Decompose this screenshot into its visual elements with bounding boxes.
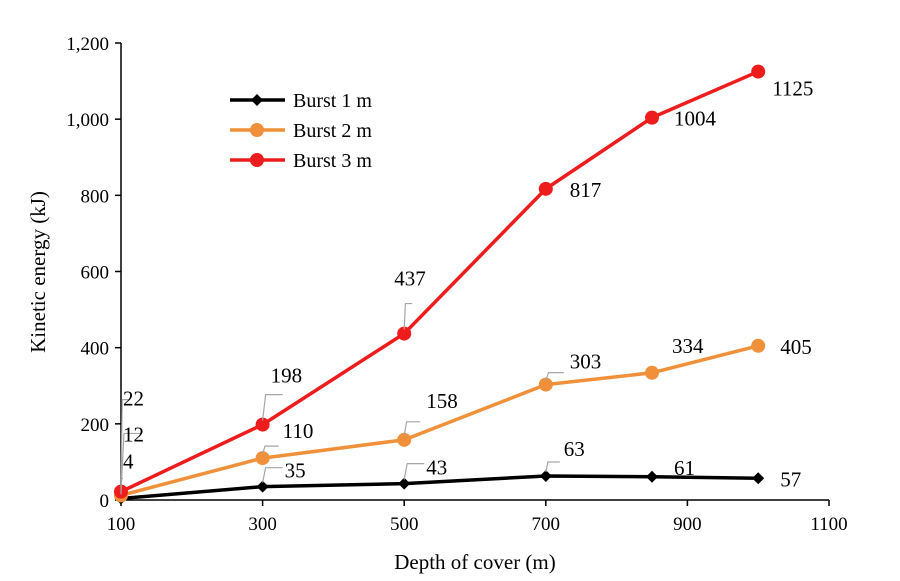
data-point xyxy=(538,377,553,392)
x-tick-label: 700 xyxy=(532,514,561,535)
legend-item-burst-1-m: Burst 1 m xyxy=(230,90,372,112)
data-label: 437 xyxy=(394,267,426,291)
x-tick-label: 300 xyxy=(248,514,277,535)
legend-label: Burst 2 m xyxy=(293,120,372,142)
data-label: 198 xyxy=(271,364,303,388)
x-tick-label: 100 xyxy=(107,514,136,535)
data-point xyxy=(398,477,411,490)
data-point xyxy=(645,110,659,125)
data-point xyxy=(397,326,412,341)
data-label: 35 xyxy=(285,459,306,483)
data-label: 334 xyxy=(672,334,704,358)
data-label: 303 xyxy=(570,350,602,374)
y-tick-label: 1,000 xyxy=(66,110,109,131)
y-tick-label: 600 xyxy=(81,263,110,284)
data-label: 63 xyxy=(564,437,585,461)
data-label: 4 xyxy=(123,449,134,473)
y-tick-label: 400 xyxy=(81,339,110,360)
label-leader-line xyxy=(403,463,425,480)
data-point xyxy=(539,470,552,483)
y-tick-label: 0 xyxy=(100,491,110,512)
data-label: 405 xyxy=(780,335,812,359)
legend-marker xyxy=(250,153,264,167)
data-point xyxy=(538,181,553,196)
y-tick-label: 800 xyxy=(81,186,110,207)
legend-label: Burst 1 m xyxy=(293,90,372,112)
label-leader-line xyxy=(120,432,141,492)
data-point xyxy=(645,365,659,380)
legend-marker xyxy=(251,94,263,106)
series-line xyxy=(120,474,759,501)
x-tick-label: 500 xyxy=(390,514,419,535)
data-label: 110 xyxy=(283,419,314,443)
data-label: 12 xyxy=(123,422,144,446)
label-leader-line xyxy=(403,302,413,330)
data-point xyxy=(751,64,766,79)
data-label: 817 xyxy=(570,178,602,202)
label-leader-line xyxy=(545,372,564,381)
data-point xyxy=(255,451,270,466)
series-burst-3-m xyxy=(114,64,766,499)
series-burst-2-m xyxy=(114,338,766,503)
y-tick-label: 200 xyxy=(81,415,110,436)
data-labels-layer: 4 35 43 63 61 57 12 110 158 303 334 405 22 198 437 817 1… xyxy=(120,77,813,495)
data-point xyxy=(256,480,269,493)
legend-marker xyxy=(250,123,264,137)
data-label: 1004 xyxy=(674,107,717,131)
data-point xyxy=(397,432,412,447)
legend-item-burst-3-m: Burst 3 m xyxy=(230,150,372,172)
data-label: 158 xyxy=(426,389,458,413)
legend: Burst 1 m Burst 2 m Burst 3 m xyxy=(230,90,372,172)
data-label: 22 xyxy=(123,387,144,411)
axes: 0 200 400 600 800 1,000 1,200 100 300 500 700 900 11… xyxy=(66,34,847,535)
data-point xyxy=(751,338,766,353)
legend-label: Burst 3 m xyxy=(293,150,372,172)
x-axis-title: Depth of cover (m) xyxy=(394,550,556,574)
data-point xyxy=(255,417,270,432)
x-tick-label: 900 xyxy=(673,514,702,535)
label-leader-line xyxy=(262,393,283,421)
label-leader-line xyxy=(262,445,279,455)
y-axis-title: Kinetic energy (kJ) xyxy=(26,191,50,353)
legend-item-burst-2-m: Burst 2 m xyxy=(230,120,372,142)
label-leader-line xyxy=(403,421,421,436)
series-layer xyxy=(114,64,766,505)
label-leader-line xyxy=(545,461,560,473)
label-leader-line xyxy=(120,399,129,488)
data-label: 1125 xyxy=(772,77,813,101)
data-label: 61 xyxy=(674,456,695,480)
label-leader-line xyxy=(262,467,283,483)
x-tick-label: 1100 xyxy=(810,514,847,535)
y-tick-label: 1,200 xyxy=(66,34,109,55)
data-point xyxy=(646,470,658,483)
data-point xyxy=(752,472,765,485)
data-label: 57 xyxy=(780,467,801,491)
series-line xyxy=(120,344,759,498)
data-label: 43 xyxy=(426,456,447,480)
series-line xyxy=(120,69,759,494)
